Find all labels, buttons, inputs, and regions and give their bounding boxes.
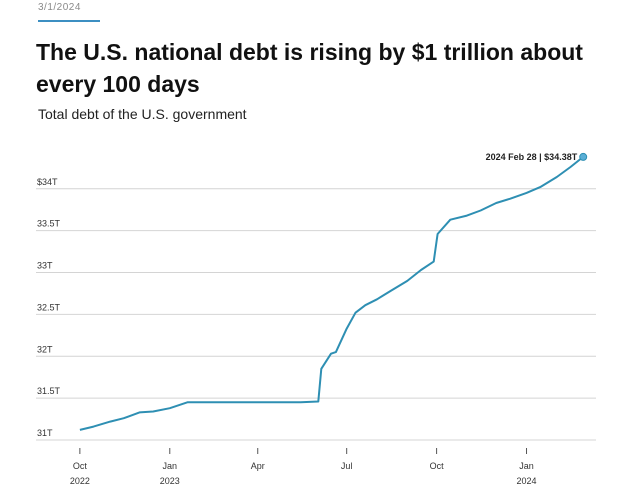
- series-line-total-debt: [79, 156, 584, 431]
- y-tick-label: 31.5T: [37, 386, 61, 396]
- x-tick-label-year: 2022: [70, 476, 90, 486]
- chart-subtitle: Total debt of the U.S. government: [38, 106, 247, 122]
- x-axis-tick-labels: Oct 2022 Jan 2023 Apr Jul Oct Jan 2024: [70, 448, 537, 486]
- y-tick-label: 33T: [37, 261, 53, 271]
- annotations: 2024 Feb 28 | $34.38T: [486, 152, 588, 162]
- publish-date: 3/1/2024: [38, 2, 81, 13]
- x-tick-label-month: Jan: [519, 461, 534, 471]
- x-tick-label-month: Oct: [430, 461, 445, 471]
- end-point-label: 2024 Feb 28 | $34.38T: [486, 152, 578, 162]
- y-axis-tick-labels: 31T 31.5T 32T 32.5T 33T 33.5T $34T: [37, 177, 61, 438]
- y-tick-label: 32.5T: [37, 302, 61, 312]
- x-tick-label-month: Apr: [251, 461, 265, 471]
- x-tick-label-year: 2023: [160, 476, 180, 486]
- chart-title: The U.S. national debt is rising by $1 t…: [36, 39, 583, 97]
- x-tick-label-month: Oct: [73, 461, 88, 471]
- date-underline: [38, 20, 100, 22]
- x-tick-label-month: Jan: [163, 461, 178, 471]
- x-tick-label-year: 2024: [517, 476, 537, 486]
- y-tick-label: $34T: [37, 177, 58, 187]
- gridlines: [36, 188, 596, 441]
- y-tick-label: 33.5T: [37, 219, 61, 229]
- end-point-marker: [579, 152, 588, 161]
- y-tick-label: 31T: [37, 428, 53, 438]
- x-tick-label-month: Jul: [341, 461, 353, 471]
- y-tick-label: 32T: [37, 344, 53, 354]
